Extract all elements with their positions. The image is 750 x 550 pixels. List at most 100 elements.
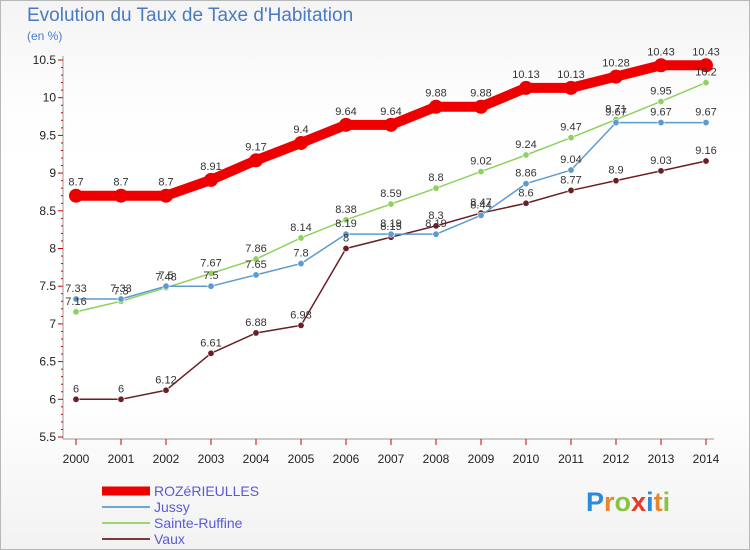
data-label: 9.88	[425, 88, 446, 100]
data-label: 6.12	[155, 374, 176, 386]
data-point	[339, 117, 353, 132]
data-label: 8	[343, 233, 349, 245]
chart-title: Evolution du Taux de Taxe d'Habitation	[27, 5, 354, 26]
x-tick-label: 2011	[558, 452, 584, 466]
data-label: 7.33	[110, 283, 131, 295]
data-point	[207, 349, 215, 357]
data-label: 10.43	[692, 46, 720, 58]
legend-label: Vaux	[154, 531, 185, 547]
x-tick-label: 2003	[198, 452, 225, 466]
data-point	[432, 230, 440, 238]
y-tick-label: 8	[49, 242, 56, 256]
logo-letter: r	[604, 487, 615, 517]
y-tick-label: 9.5	[39, 128, 56, 142]
data-label: 8.59	[380, 188, 401, 200]
data-point	[207, 269, 215, 277]
data-label: 10.28	[602, 58, 630, 70]
data-label: 9.4	[293, 124, 308, 136]
data-label: 7.3	[113, 285, 128, 297]
data-label: 8.19	[380, 218, 401, 230]
data-label: 9.67	[605, 107, 626, 119]
data-label: 9.17	[245, 141, 266, 153]
data-point	[522, 180, 530, 188]
data-label: 7.48	[155, 272, 176, 284]
data-label: 8.77	[560, 174, 581, 186]
y-tick-label: 5.5	[39, 430, 56, 444]
data-point	[207, 282, 215, 290]
data-label: 7.67	[200, 257, 221, 269]
data-label: 9.88	[470, 88, 491, 100]
data-label: 7.16	[65, 296, 86, 308]
y-tick-label: 10	[43, 91, 57, 105]
data-point	[654, 58, 668, 73]
y-tick-label: 6	[49, 392, 56, 406]
data-point	[657, 97, 665, 105]
data-label: 6.61	[200, 337, 221, 349]
data-label: 9.04	[560, 154, 581, 166]
data-point	[387, 200, 395, 208]
data-label: 8.14	[290, 222, 311, 234]
data-point	[342, 216, 350, 224]
data-label: 8.9	[608, 165, 623, 177]
data-point	[342, 230, 350, 238]
data-point	[297, 260, 305, 268]
x-tick-label: 2002	[153, 452, 180, 466]
data-point	[567, 186, 575, 194]
data-point	[699, 58, 713, 73]
data-point	[69, 188, 83, 203]
chart-unit: (en %)	[27, 29, 63, 43]
y-tick-label: 10.5	[33, 53, 57, 67]
data-point	[657, 167, 665, 175]
data-label: 10.43	[647, 46, 675, 58]
x-tick-label: 2014	[693, 452, 720, 466]
x-tick-label: 2008	[423, 452, 450, 466]
data-point	[252, 271, 260, 279]
logo-letter: P	[586, 487, 605, 517]
data-label: 8.38	[335, 204, 356, 216]
x-tick-label: 2006	[333, 452, 360, 466]
data-label: 6	[118, 383, 124, 395]
data-label: 8.91	[200, 161, 221, 173]
data-label: 8.7	[68, 177, 83, 189]
data-label: 8.15	[380, 221, 401, 233]
data-point	[162, 386, 170, 394]
data-point	[567, 134, 575, 142]
data-label: 10.13	[512, 69, 540, 81]
data-point	[702, 119, 710, 127]
data-label: 6	[73, 383, 79, 395]
logo-letter: i	[646, 487, 654, 517]
data-point	[252, 255, 260, 263]
data-point	[162, 282, 170, 290]
plot-area: 8.7 8.7 8.7 8.91 9.17 9.4 9.64 9.64 9.88 9.88 10.1…	[65, 46, 720, 403]
data-point	[72, 395, 80, 403]
data-point	[294, 135, 308, 150]
data-point	[159, 188, 173, 203]
data-point	[612, 119, 620, 127]
logo-letter: t	[653, 487, 663, 517]
data-point	[564, 80, 578, 95]
data-point	[522, 151, 530, 159]
data-point	[477, 211, 485, 219]
data-point	[519, 80, 533, 95]
data-point	[474, 99, 488, 114]
x-tick-label: 2007	[378, 452, 405, 466]
data-label: 9.47	[560, 122, 581, 134]
data-label: 9.64	[335, 106, 356, 118]
y-tick-label: 6.5	[39, 355, 56, 369]
data-label: 7.86	[245, 243, 266, 255]
data-point	[702, 79, 710, 87]
data-point	[384, 117, 398, 132]
data-label: 7.8	[293, 248, 308, 260]
logo-letter: x	[631, 487, 647, 517]
x-tick-label: 2009	[468, 452, 495, 466]
data-point	[114, 188, 128, 203]
y-tick-label: 9	[49, 166, 56, 180]
data-point	[432, 184, 440, 192]
data-point	[117, 295, 125, 303]
data-label: 7.33	[65, 283, 86, 295]
x-tick-label: 2001	[108, 452, 135, 466]
data-point	[429, 99, 443, 114]
